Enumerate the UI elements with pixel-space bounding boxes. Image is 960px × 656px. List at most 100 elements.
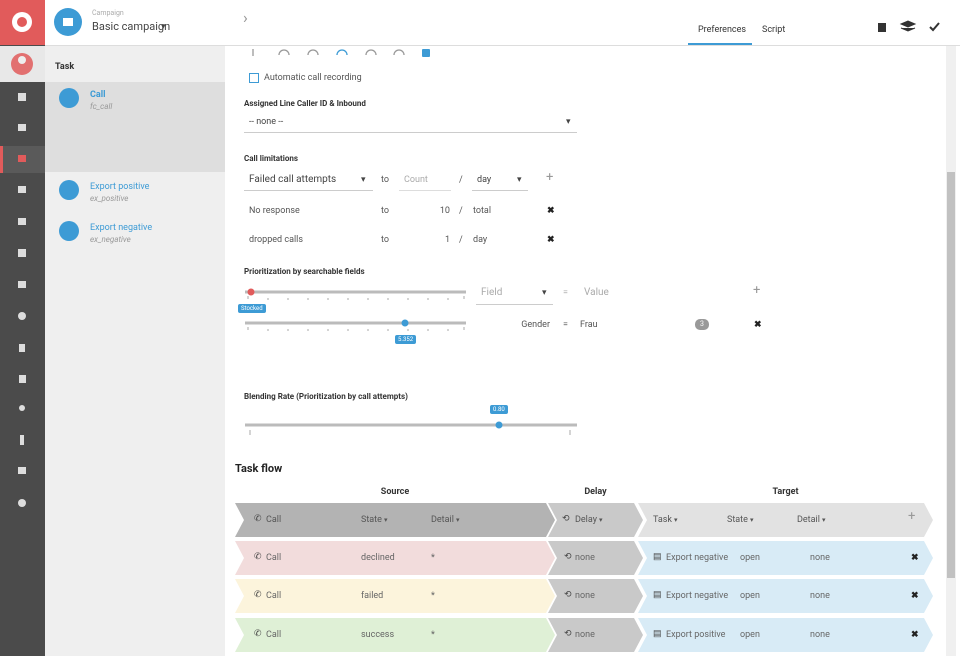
- call-options: [252, 49, 430, 57]
- flow-cell: Export positive: [666, 630, 726, 640]
- task-icon: ▤: [653, 552, 662, 562]
- limit-count: 1: [444, 235, 450, 245]
- column-header[interactable]: Detail: [431, 515, 454, 525]
- add-button[interactable]: +: [546, 170, 554, 185]
- remove-button[interactable]: ✖: [754, 320, 762, 330]
- flow-cell: failed: [361, 591, 384, 601]
- dropdown-caret: ▾: [674, 516, 678, 524]
- column-header: Call: [266, 515, 282, 525]
- remove-button[interactable]: ✖: [547, 206, 555, 216]
- task-id: ex_negative: [90, 235, 131, 244]
- dropdown-caret: ▾: [566, 117, 571, 127]
- remove-button[interactable]: ✖: [547, 235, 555, 245]
- add-button[interactable]: +: [753, 283, 761, 298]
- column-header[interactable]: State: [361, 515, 382, 525]
- delay-icon: ⟲: [562, 514, 570, 524]
- flow-segment: [638, 541, 933, 575]
- attempt-select[interactable]: Failed call attempts: [249, 174, 337, 185]
- call-icon: ✆: [254, 590, 262, 600]
- campaign-icon: [54, 8, 82, 36]
- field-select[interactable]: Field: [481, 287, 503, 298]
- dropdown-caret: ▾: [361, 175, 366, 185]
- delete-button[interactable]: [878, 23, 886, 32]
- task-name[interactable]: Export negative: [90, 223, 153, 233]
- caller-id-select[interactable]: -- none --: [249, 117, 284, 127]
- flow-cell: open: [740, 553, 760, 563]
- select-underline: [476, 304, 553, 305]
- call-icon: ✆: [254, 629, 262, 639]
- slider-thumb[interactable]: [495, 421, 503, 429]
- checkbox-label: Automatic call recording: [264, 73, 362, 83]
- task-name[interactable]: Call: [90, 90, 106, 100]
- input-underline: [399, 190, 451, 191]
- priority-sliders: [245, 288, 466, 331]
- dropdown-caret: ▾: [161, 22, 166, 32]
- count-badge: 3: [695, 319, 709, 330]
- column-header[interactable]: Task: [653, 515, 672, 525]
- scroll-thumb[interactable]: [947, 172, 955, 578]
- equals: =: [563, 288, 568, 298]
- dropdown-caret: ▾: [822, 516, 826, 524]
- flow-cell: Export negative: [666, 553, 729, 563]
- flow-segment: [638, 503, 933, 537]
- count-input[interactable]: Count: [404, 175, 428, 185]
- priority-value: Frau: [580, 320, 598, 330]
- flow-cell: *: [431, 553, 435, 563]
- sidebar: [0, 0, 45, 656]
- column-header[interactable]: Delay: [575, 515, 597, 525]
- group-label: Target: [772, 487, 799, 497]
- blending-slider: [245, 421, 577, 435]
- tab[interactable]: Script: [762, 25, 786, 35]
- select-underline: [472, 190, 528, 191]
- flow-cell: Call: [266, 553, 282, 563]
- flow-segment: [235, 618, 555, 652]
- campaign-name[interactable]: Basic campaign: [92, 20, 171, 33]
- call-icon: ✆: [254, 514, 262, 524]
- flow-segment: [638, 579, 933, 613]
- task-icon: ▤: [653, 590, 662, 600]
- delay-icon: ⟲: [564, 552, 572, 562]
- column-header[interactable]: State: [727, 515, 748, 525]
- flow-cell: *: [431, 591, 435, 601]
- layers-button[interactable]: [899, 20, 917, 32]
- flow-segment: [548, 503, 643, 537]
- value-input[interactable]: Value: [584, 287, 609, 298]
- equals: =: [563, 320, 568, 330]
- flow-segment: [548, 618, 643, 652]
- save-button[interactable]: [929, 22, 940, 32]
- section-label: Call limitations: [244, 154, 298, 163]
- task-name[interactable]: Export positive: [90, 182, 150, 192]
- remove-button[interactable]: ✖: [911, 591, 919, 601]
- column-header[interactable]: Detail: [797, 515, 820, 525]
- remove-button[interactable]: ✖: [911, 630, 919, 640]
- slider-label: Stocked: [238, 304, 266, 313]
- remove-button[interactable]: ✖: [911, 553, 919, 563]
- checkbox[interactable]: [249, 73, 259, 83]
- flow-segment: [235, 541, 555, 575]
- toolbar: [878, 20, 940, 32]
- section-label: Assigned Line Caller ID & Inbound: [244, 99, 366, 108]
- call-icon: ✆: [254, 552, 262, 562]
- add-button[interactable]: +: [908, 509, 916, 524]
- dropdown-caret: ▾: [456, 516, 460, 524]
- flow-cell: none: [810, 630, 830, 640]
- period-select[interactable]: day: [477, 175, 492, 185]
- expand-button[interactable]: ›: [243, 8, 248, 27]
- to-label: to: [381, 235, 389, 245]
- task-icon[interactable]: [59, 180, 79, 200]
- task-icon[interactable]: [59, 88, 79, 108]
- task-title: Task: [55, 62, 75, 72]
- separator: /: [459, 175, 463, 185]
- flow-cell: none: [575, 630, 595, 640]
- dropdown-caret: ▾: [384, 516, 388, 524]
- section-label: Blending Rate (Prioritization by call at…: [244, 392, 408, 401]
- slider-label: 5.352: [395, 335, 417, 344]
- slider-thumb[interactable]: [401, 319, 409, 327]
- flow-segment: [638, 618, 933, 652]
- slider-thumb[interactable]: [247, 288, 255, 296]
- to-label: to: [381, 175, 389, 185]
- group-label: Delay: [584, 487, 607, 497]
- tab[interactable]: Preferences: [698, 25, 747, 35]
- task-icon[interactable]: [59, 221, 79, 241]
